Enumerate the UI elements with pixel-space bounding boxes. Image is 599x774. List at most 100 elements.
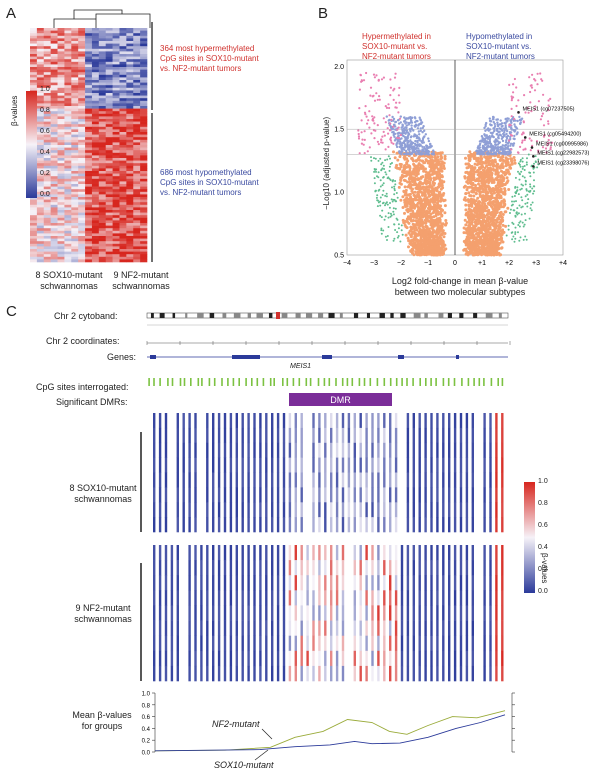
heatmap-cell <box>98 85 106 89</box>
point-nonsig <box>479 186 482 190</box>
point-fringe <box>383 218 386 221</box>
point-nonsig <box>418 248 422 252</box>
point-nonsig <box>501 171 505 175</box>
heatmap-cell <box>36 95 45 99</box>
heatmap-cell <box>43 121 51 125</box>
heatmap-cell <box>30 220 38 224</box>
heatmap-cell <box>85 41 93 44</box>
point-fringe <box>387 155 390 158</box>
point-nonsig <box>484 219 488 223</box>
point-fringe <box>389 212 392 215</box>
heatmap-cell <box>64 30 72 34</box>
heatmap-cell <box>43 103 51 107</box>
heatmap-cell <box>91 74 100 78</box>
point-nonsig <box>435 209 439 213</box>
heatmap-cell <box>140 191 148 195</box>
heatmap-cell <box>85 85 93 89</box>
heatmap-cell <box>78 82 86 86</box>
heatmap-cell <box>57 160 65 164</box>
point-nonsig <box>470 245 474 249</box>
heatmap-cell <box>78 137 86 141</box>
point-nonsig <box>490 218 494 222</box>
heatmap-cell <box>119 147 127 151</box>
heatmap-cell <box>112 181 120 185</box>
heatmap-cell <box>85 215 93 219</box>
heatmap-cell <box>57 163 65 167</box>
heatmap-cell <box>50 87 58 91</box>
point-fringe <box>396 218 399 221</box>
point-sig <box>496 121 499 124</box>
heatmap-cell <box>43 233 51 237</box>
heatmap-cell <box>126 64 134 68</box>
point-nonsig <box>441 253 445 256</box>
heatmap-cell <box>112 98 120 102</box>
heatmap-cell <box>133 43 141 47</box>
heatmap-cell <box>98 189 106 193</box>
heatmap-cell <box>43 199 51 203</box>
heatmap-cell <box>85 139 93 143</box>
heatmap-cell <box>140 93 148 96</box>
point-nonsig <box>407 239 411 243</box>
heatmap-cell <box>43 33 51 37</box>
heatmap-cell <box>78 77 86 81</box>
heatmap-cell <box>140 256 148 260</box>
heatmap-cell <box>78 256 86 260</box>
heatmap-cell <box>64 41 72 44</box>
heatmap-cell <box>36 254 45 258</box>
heatmap-cell <box>64 121 72 125</box>
point-nonsig <box>402 190 406 194</box>
heatmap-cell <box>57 38 65 42</box>
heatmap-cell <box>71 38 79 42</box>
point-sig <box>401 150 404 153</box>
heatmap-cell <box>133 142 141 146</box>
heatmap-cell <box>43 259 51 263</box>
heatmap-cell <box>57 126 65 130</box>
point-fringe <box>393 185 396 188</box>
heatmap-cell <box>36 256 45 260</box>
point-fringe <box>513 200 516 203</box>
heatmap-cell <box>85 61 93 65</box>
heatmap-cell <box>71 106 79 109</box>
heatmap-cell <box>140 113 148 117</box>
point-fringe <box>524 235 527 238</box>
point-nonsig <box>504 210 508 214</box>
heatmap-cell <box>119 119 127 122</box>
point-nonsig <box>464 156 467 160</box>
heatmap-cell <box>119 181 127 185</box>
heatmap-cell <box>64 64 72 68</box>
point-nonsig <box>475 212 479 216</box>
heatmap-cell <box>71 150 79 154</box>
point-fringe <box>517 224 520 226</box>
heatmap-cell <box>140 207 148 211</box>
point-sig <box>387 119 390 122</box>
point-fringe <box>526 193 529 196</box>
heatmap-cell <box>71 145 79 148</box>
heatmap-cell <box>78 132 86 135</box>
point-nonsig <box>422 236 426 240</box>
heatmap-cell <box>71 48 79 52</box>
heatmap-cell <box>43 124 51 128</box>
heatmap-cell <box>133 184 141 187</box>
heatmap-cell <box>91 173 100 177</box>
heatmap-cell <box>30 199 38 203</box>
point-fringe <box>524 183 527 186</box>
heatmap-cell <box>57 98 65 102</box>
heatmap-cell <box>133 220 141 224</box>
heatmap-cell <box>140 33 148 37</box>
heatmap-cell <box>140 145 148 148</box>
heatmap-cell <box>105 204 113 208</box>
point-nonsig <box>403 219 407 223</box>
point-nonsig <box>417 206 421 210</box>
point-sig <box>488 117 491 120</box>
heatmap-cell <box>36 176 45 180</box>
heatmap-cell <box>133 33 141 37</box>
heatmap-cell <box>64 132 72 135</box>
heatmap-cell <box>71 43 79 47</box>
heatmap-cell <box>57 186 65 190</box>
heatmap-cell <box>91 93 100 96</box>
heatmap-cell <box>112 251 120 255</box>
heatmap-cell <box>91 158 100 161</box>
point-nonsig <box>465 242 469 246</box>
heatmap-cell <box>57 225 65 229</box>
heatmap-cell <box>133 243 141 247</box>
